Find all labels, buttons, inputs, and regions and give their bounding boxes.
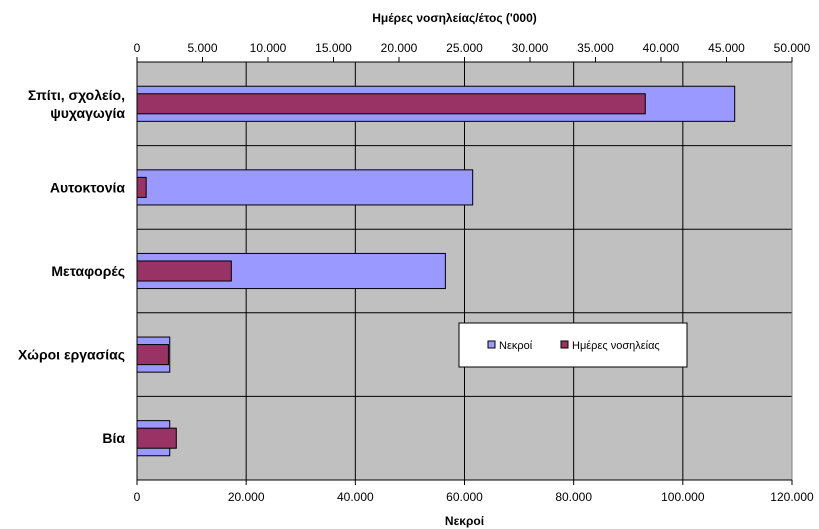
top-tick-label: 50.000	[774, 41, 811, 55]
bar-hmeres-0	[136, 93, 646, 115]
legend-label-nekroi: Νεκροί	[499, 340, 533, 352]
bar-hmeres-2	[136, 260, 232, 282]
category-label: Χώροι εργασίας	[18, 347, 125, 363]
legend-box	[458, 322, 688, 368]
top-tick-label: 5.000	[187, 41, 217, 55]
top-tick-label: 10.000	[250, 41, 287, 55]
top-tick-label: 15.000	[315, 41, 352, 55]
bottom-tick-label: 20.000	[228, 490, 265, 504]
top-axis-title: Ημέρες νοσηλείας/έτος ('000)	[372, 11, 537, 25]
top-tick-label: 40.000	[643, 41, 680, 55]
bar-hmeres-4	[136, 427, 177, 449]
legend-swatch-hmeres	[560, 340, 569, 349]
bottom-axis-title: Νεκροί	[445, 514, 484, 528]
bar-nekroi-1	[136, 169, 474, 206]
top-tick-label: 25.000	[446, 41, 483, 55]
category-label: Σπίτι, σχολείο,	[28, 87, 125, 103]
bottom-tick-label: 80.000	[555, 490, 592, 504]
bar-hmeres-3	[136, 344, 169, 366]
category-label: ψυχαγωγία	[50, 105, 125, 121]
bottom-tick-label: 100.000	[661, 490, 705, 504]
bottom-tick-label: 40.000	[337, 490, 374, 504]
category-label: Βία	[102, 430, 125, 446]
top-tick-label: 30.000	[512, 41, 549, 55]
category-label: Αυτοκτονία	[50, 179, 126, 195]
legend-label-hmeres: Ημέρες νοσηλείας	[572, 340, 660, 352]
top-tick-label: 20.000	[381, 41, 418, 55]
bottom-tick-label: 120.000	[770, 490, 814, 504]
legend-swatch-nekroi	[487, 340, 496, 349]
bottom-tick-label: 60.000	[446, 490, 483, 504]
top-tick-label: 45.000	[708, 41, 745, 55]
top-tick-label: 0	[134, 41, 141, 55]
top-tick-label: 35.000	[577, 41, 614, 55]
bottom-tick-label: 0	[134, 490, 141, 504]
category-label: Μεταφορές	[51, 263, 125, 279]
bar-hmeres-1	[136, 176, 147, 198]
